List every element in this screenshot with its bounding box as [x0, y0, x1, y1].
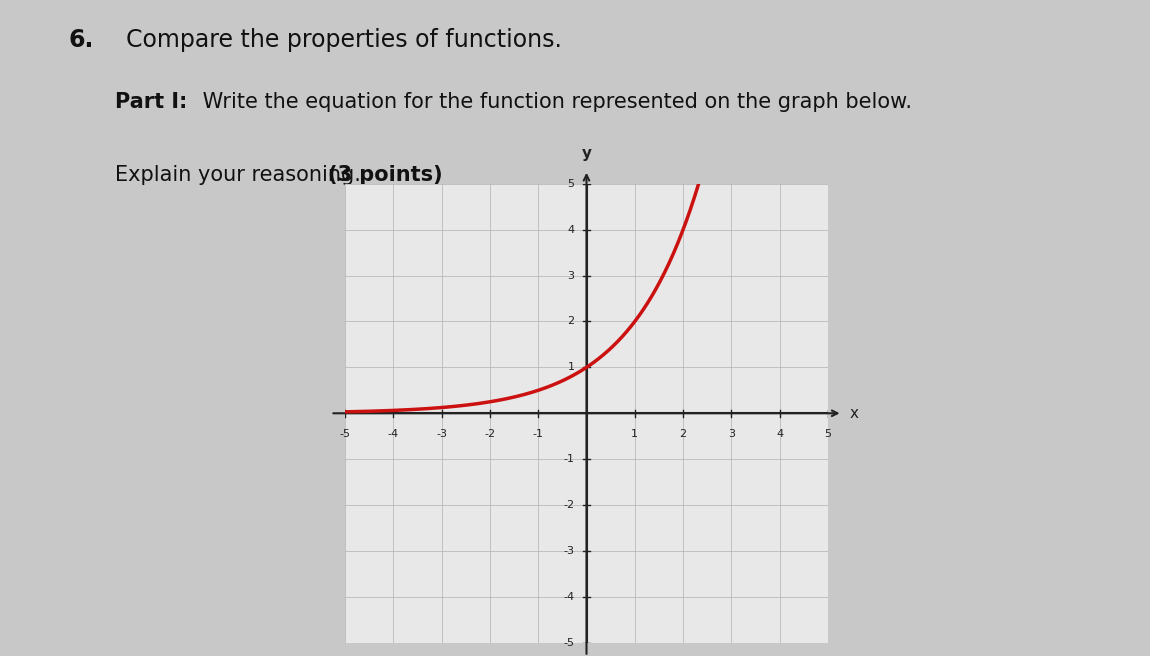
Text: -5: -5: [564, 638, 575, 648]
Text: 5: 5: [567, 178, 575, 189]
Text: -5: -5: [339, 429, 351, 440]
Text: x: x: [850, 406, 859, 420]
Text: 4: 4: [776, 429, 783, 440]
Text: -2: -2: [484, 429, 496, 440]
Text: 3: 3: [728, 429, 735, 440]
Text: 6.: 6.: [69, 28, 94, 52]
Text: (3 points): (3 points): [328, 165, 443, 185]
Text: 2: 2: [567, 316, 575, 327]
Text: Compare the properties of functions.: Compare the properties of functions.: [126, 28, 562, 52]
Text: -4: -4: [388, 429, 399, 440]
Text: -1: -1: [532, 429, 544, 440]
Text: 3: 3: [567, 270, 575, 281]
Text: -1: -1: [564, 454, 575, 464]
Text: 1: 1: [567, 362, 575, 373]
Text: 4: 4: [567, 224, 575, 235]
Text: Write the equation for the function represented on the graph below.: Write the equation for the function repr…: [196, 92, 912, 112]
Text: 1: 1: [631, 429, 638, 440]
Text: -4: -4: [564, 592, 575, 602]
Text: Part I:: Part I:: [115, 92, 187, 112]
Text: -3: -3: [436, 429, 447, 440]
Text: -3: -3: [564, 546, 575, 556]
Text: 2: 2: [680, 429, 687, 440]
Text: y: y: [582, 146, 591, 161]
Text: 5: 5: [825, 429, 831, 440]
Text: -2: -2: [564, 500, 575, 510]
Text: Explain your reasoning.: Explain your reasoning.: [115, 165, 368, 185]
